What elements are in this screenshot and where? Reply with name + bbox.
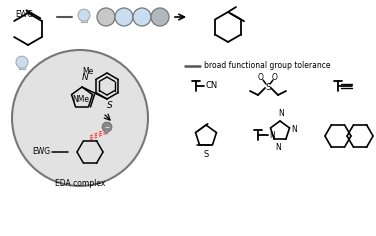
Circle shape	[16, 56, 28, 68]
Text: N: N	[291, 125, 297, 134]
Text: EWG: EWG	[32, 148, 50, 156]
Circle shape	[78, 9, 90, 21]
Circle shape	[133, 8, 151, 26]
Text: broad functional group tolerance: broad functional group tolerance	[204, 62, 331, 71]
Text: N: N	[275, 143, 281, 152]
Text: CN: CN	[205, 81, 217, 90]
Text: Me: Me	[82, 67, 94, 76]
Text: O: O	[258, 73, 264, 83]
Circle shape	[102, 122, 112, 132]
Text: O: O	[272, 73, 278, 83]
Text: N: N	[82, 73, 88, 83]
Circle shape	[115, 8, 133, 26]
Text: NMe: NMe	[72, 94, 89, 104]
Text: EDA complex: EDA complex	[55, 180, 105, 189]
Circle shape	[151, 8, 169, 26]
Text: S: S	[107, 101, 113, 110]
Text: EWG: EWG	[15, 10, 33, 19]
Text: N: N	[269, 131, 275, 139]
Text: S: S	[265, 84, 271, 93]
Text: N: N	[278, 109, 284, 118]
Circle shape	[97, 8, 115, 26]
Circle shape	[12, 50, 148, 186]
Text: S: S	[203, 150, 209, 159]
Polygon shape	[103, 127, 111, 134]
Text: −: −	[105, 125, 110, 130]
